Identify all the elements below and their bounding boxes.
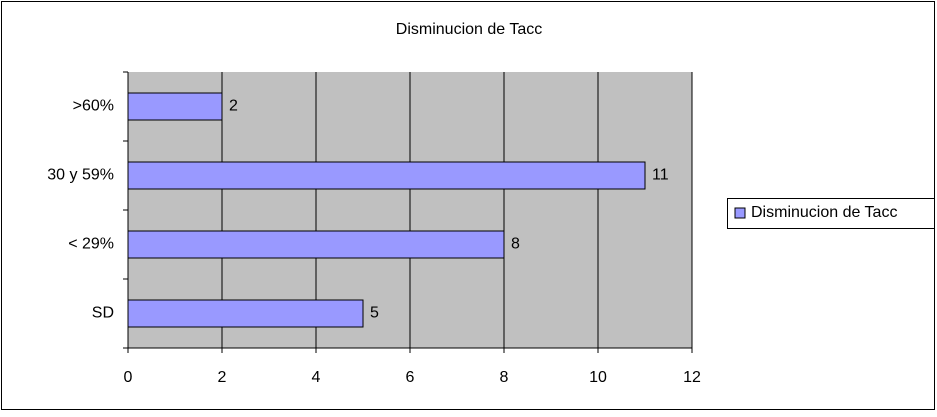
bar — [127, 92, 223, 121]
data-label: 8 — [511, 236, 520, 253]
x-tick-label: 12 — [683, 369, 701, 386]
x-tick-label: 8 — [500, 369, 509, 386]
x-tick-label: 4 — [312, 369, 321, 386]
x-tick-label: 6 — [406, 369, 415, 386]
y-tick-label: >60% — [73, 98, 114, 115]
y-tick-label: < 29% — [68, 236, 114, 253]
chart-title: Disminucion de Tacc — [396, 21, 542, 38]
bar — [127, 299, 364, 328]
legend-box — [727, 198, 935, 229]
legend-label: Disminucion de Tacc — [751, 204, 897, 221]
bar — [127, 230, 505, 259]
y-tick-label: SD — [92, 305, 114, 322]
x-tick-label: 0 — [124, 369, 133, 386]
data-label: 5 — [370, 305, 379, 322]
x-tick-label: 2 — [218, 369, 227, 386]
bar — [127, 161, 646, 190]
x-tick-label: 10 — [589, 369, 607, 386]
data-label: 11 — [652, 167, 669, 184]
data-label: 2 — [229, 98, 238, 115]
legend-swatch — [734, 207, 746, 219]
y-tick-label: 30 y 59% — [47, 167, 114, 184]
